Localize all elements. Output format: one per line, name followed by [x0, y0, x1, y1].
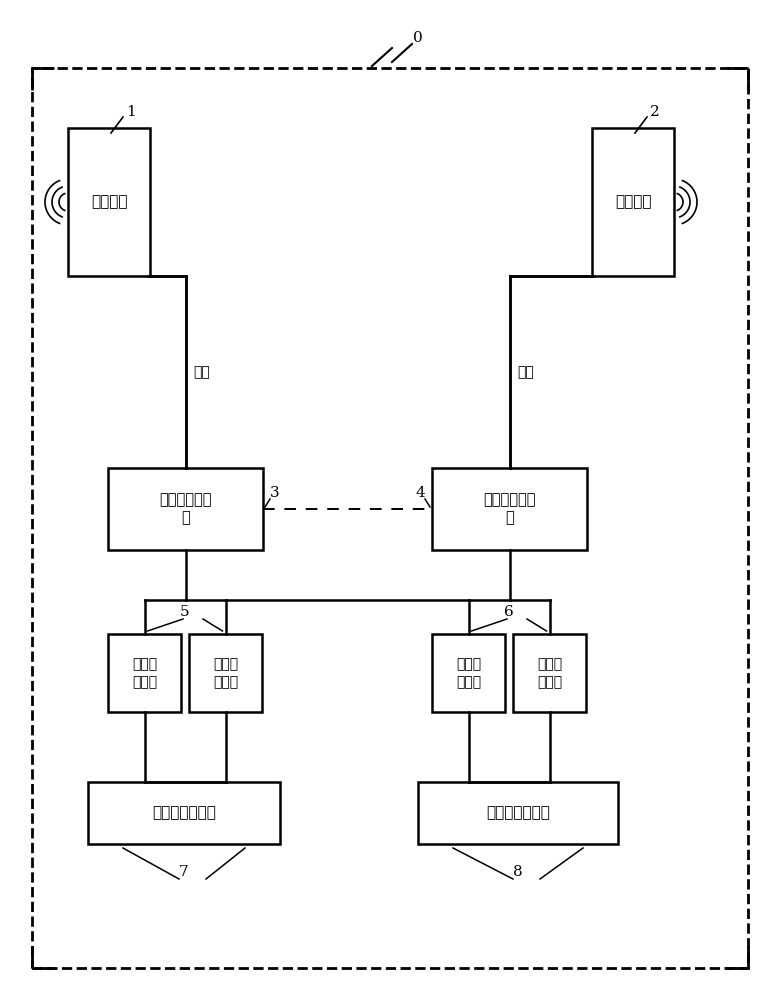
Bar — [432, 634, 505, 712]
Bar — [513, 634, 586, 712]
Text: 1: 1 — [126, 105, 136, 119]
Text: 第二收
发信道: 第二收 发信道 — [537, 657, 562, 689]
Text: 馈线: 馈线 — [194, 365, 210, 379]
Bar — [108, 634, 181, 712]
Bar — [189, 634, 262, 712]
Text: 5: 5 — [180, 605, 190, 619]
Text: 0: 0 — [413, 31, 423, 45]
Bar — [592, 128, 674, 276]
Text: 定向天线: 定向天线 — [91, 195, 127, 209]
Bar — [108, 468, 263, 550]
Bar — [88, 782, 280, 844]
Text: 4: 4 — [415, 486, 425, 500]
Text: 第二信道分配
器: 第二信道分配 器 — [483, 493, 536, 525]
Bar — [432, 468, 587, 550]
Text: 6: 6 — [504, 605, 514, 619]
Text: 第一收
发信道: 第一收 发信道 — [132, 657, 157, 689]
Bar — [68, 128, 150, 276]
Text: 第二射频收发器: 第二射频收发器 — [486, 806, 550, 820]
Text: 7: 7 — [179, 865, 189, 879]
Bar — [418, 782, 618, 844]
Text: 第一收
发信道: 第一收 发信道 — [213, 657, 238, 689]
Text: 3: 3 — [270, 486, 280, 500]
Text: 第一信道分配
器: 第一信道分配 器 — [159, 493, 212, 525]
Text: 第二收
发信道: 第二收 发信道 — [456, 657, 481, 689]
Text: 馈线: 馈线 — [518, 365, 534, 379]
Text: 第一射频收发器: 第一射频收发器 — [152, 806, 216, 820]
Text: 8: 8 — [513, 865, 522, 879]
Text: 定向天线: 定向天线 — [615, 195, 651, 209]
Text: 2: 2 — [650, 105, 660, 119]
